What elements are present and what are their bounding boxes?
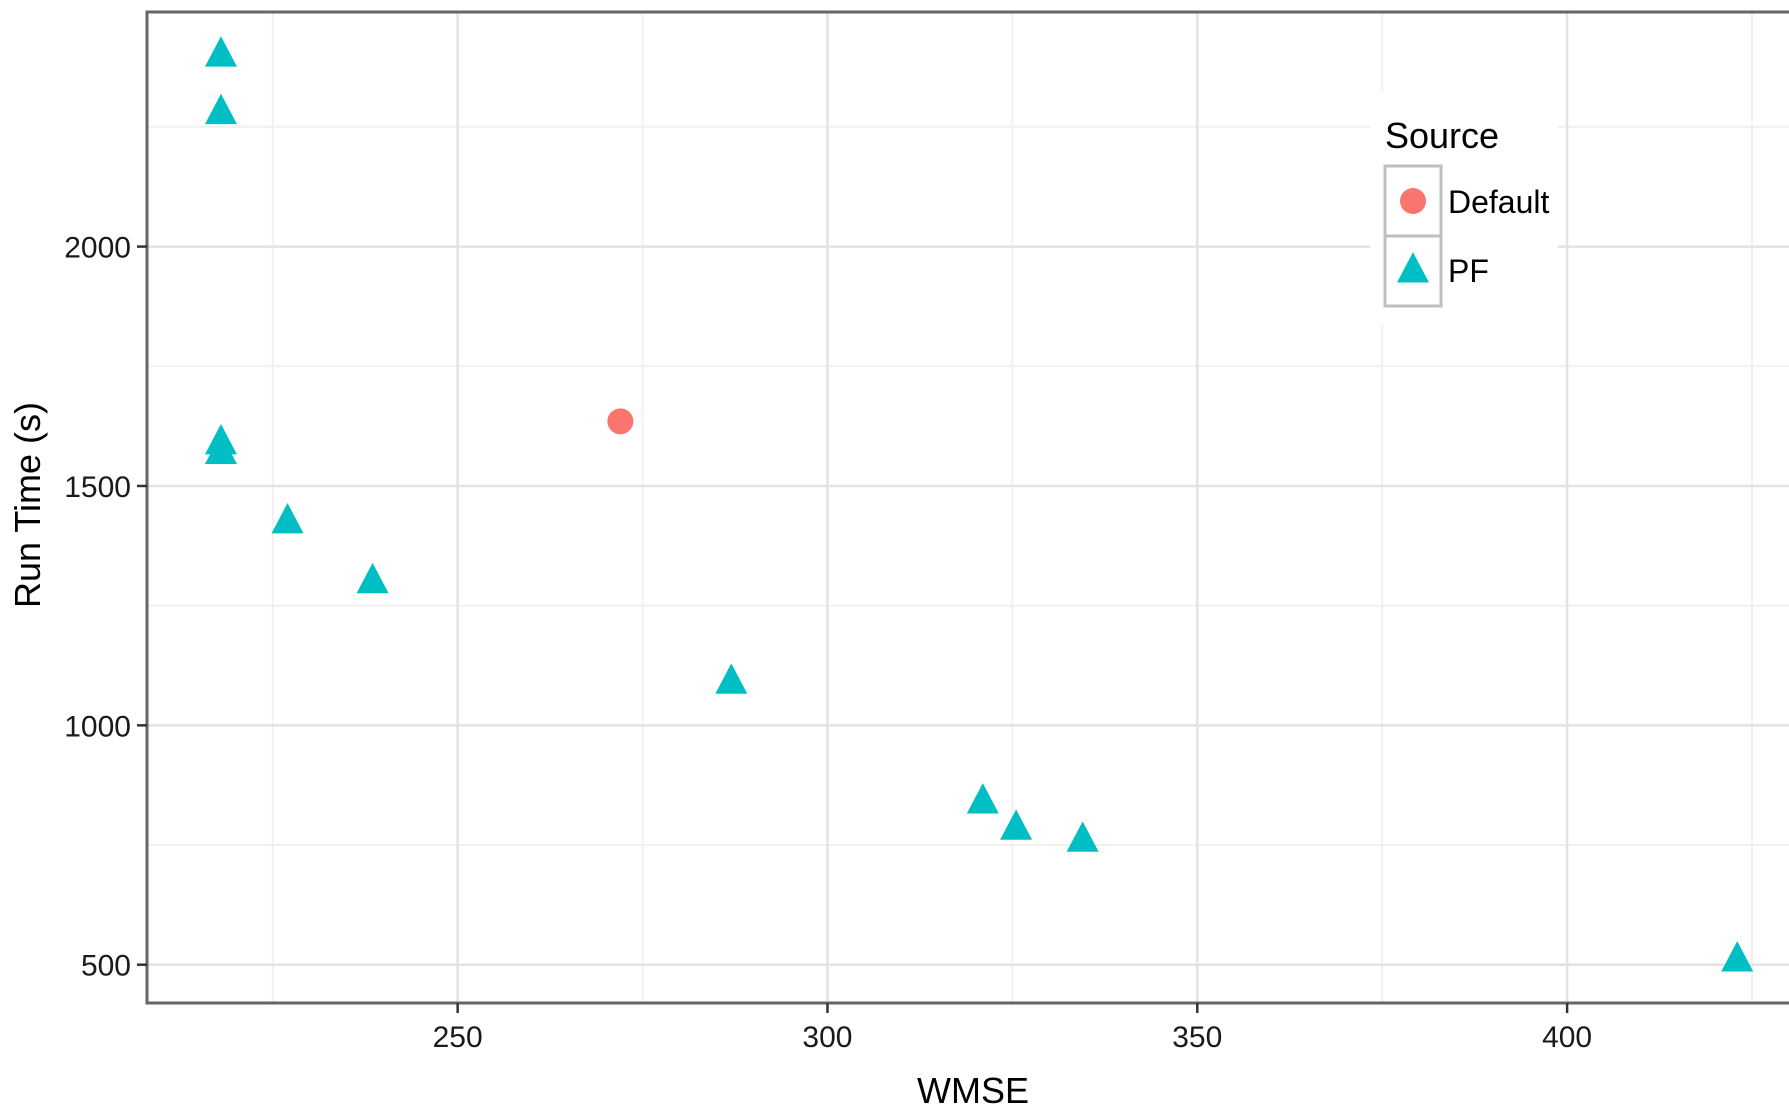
x-axis-title: WMSE: [917, 1070, 1029, 1111]
x-tick-label: 300: [802, 1021, 852, 1054]
y-axis-title: Run Time (s): [7, 402, 48, 608]
plot-panel-border: [145, 10, 1789, 1005]
x-tick-label: 400: [1542, 1021, 1592, 1054]
data-point-pf: [356, 562, 389, 594]
data-points: [204, 36, 1754, 972]
data-point-pf: [715, 663, 748, 694]
y-tick-label: 1000: [64, 710, 131, 743]
legend-key-pf-marker: [1397, 252, 1429, 283]
legend-title: Source: [1385, 115, 1499, 156]
y-tick-label: 500: [81, 950, 131, 983]
data-point-pf: [204, 93, 237, 125]
data-point-pf: [1000, 809, 1033, 840]
x-axis-ticks: 250 300 350 400: [433, 1003, 1592, 1054]
x-tick-label: 350: [1172, 1021, 1222, 1054]
data-point-default: [607, 408, 634, 435]
legend-label-default: Default: [1448, 184, 1550, 220]
x-tick-label: 250: [433, 1021, 483, 1054]
y-axis-ticks: 500 1000 1500 2000: [64, 232, 147, 983]
legend-label-pf: PF: [1448, 253, 1489, 289]
legend: Source Default PF: [1370, 92, 1558, 324]
data-point-pf: [966, 783, 999, 814]
data-point-pf: [1721, 941, 1754, 972]
major-gridlines: [147, 12, 1789, 1003]
data-point-pf: [1066, 821, 1099, 852]
y-tick-label: 2000: [64, 232, 131, 265]
data-point-pf: [204, 36, 237, 67]
data-point-pf: [271, 503, 304, 534]
legend-keys: [1397, 188, 1429, 283]
y-tick-label: 1500: [64, 471, 131, 504]
legend-key-default-marker: [1400, 188, 1426, 214]
data-point-pf: [204, 433, 237, 464]
